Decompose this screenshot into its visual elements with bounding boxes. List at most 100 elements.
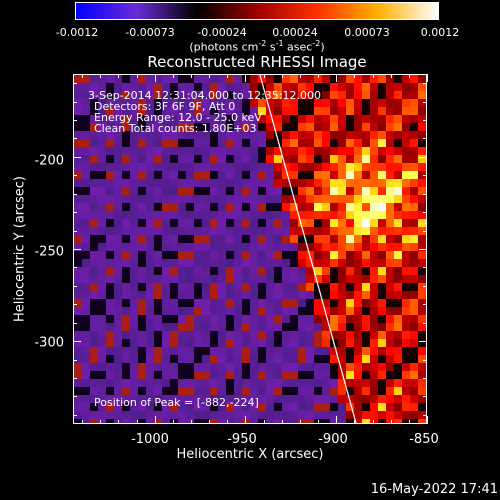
image-pixel (154, 99, 162, 107)
image-pixel (186, 403, 194, 411)
image-pixel (170, 323, 178, 331)
image-pixel (170, 347, 178, 355)
image-pixel (298, 323, 306, 331)
image-pixel (282, 331, 290, 339)
image-pixel (178, 99, 186, 107)
image-pixel (218, 363, 226, 371)
image-pixel (74, 283, 82, 291)
y-tick-label: -300 (34, 335, 64, 351)
image-pixel (314, 299, 322, 307)
image-pixel (370, 299, 378, 307)
image-pixel (178, 91, 186, 99)
image-pixel (122, 315, 130, 323)
image-pixel (82, 227, 90, 235)
image-pixel (386, 211, 394, 219)
image-pixel (194, 419, 202, 423)
image-pixel (402, 123, 410, 131)
image-pixel (170, 107, 178, 115)
image-pixel (138, 379, 146, 387)
image-pixel (418, 251, 426, 259)
image-pixel (266, 371, 274, 379)
image-pixel (290, 339, 298, 347)
image-pixel (74, 139, 82, 147)
image-pixel (402, 363, 410, 371)
image-pixel (178, 355, 186, 363)
image-pixel (154, 155, 162, 163)
image-pixel (130, 275, 138, 283)
image-pixel (234, 219, 242, 227)
image-pixel (234, 259, 242, 267)
image-pixel (82, 419, 90, 423)
image-pixel (138, 219, 146, 227)
image-pixel (266, 187, 274, 195)
image-pixel (330, 211, 338, 219)
image-pixel (298, 131, 306, 139)
image-pixel (258, 83, 266, 91)
image-pixel (322, 131, 330, 139)
image-pixel (82, 203, 90, 211)
image-pixel (314, 147, 322, 155)
image-pixel (298, 355, 306, 363)
image-pixel (386, 163, 394, 171)
image-pixel (90, 403, 98, 411)
axis-tick-mark (73, 138, 77, 140)
image-pixel (90, 251, 98, 259)
image-pixel (122, 91, 130, 99)
image-pixel (418, 339, 426, 347)
image-pixel (338, 163, 346, 171)
image-pixel (210, 291, 218, 299)
image-pixel (210, 203, 218, 211)
image-pixel (90, 275, 98, 283)
image-pixel (362, 115, 370, 123)
image-pixel (218, 267, 226, 275)
image-pixel (314, 371, 322, 379)
image-pixel (130, 379, 138, 387)
image-pixel (258, 363, 266, 371)
image-pixel (186, 331, 194, 339)
image-pixel (418, 155, 426, 163)
axis-tick-mark (372, 74, 374, 78)
rhessi-image-map (74, 75, 426, 423)
image-pixel (82, 355, 90, 363)
image-pixel (210, 131, 218, 139)
image-pixel (330, 83, 338, 91)
image-pixel (266, 419, 274, 423)
image-pixel (178, 115, 186, 123)
image-pixel (282, 75, 290, 83)
image-pixel (338, 75, 346, 83)
image-pixel (74, 379, 82, 387)
image-pixel (322, 315, 330, 323)
image-pixel (250, 267, 258, 275)
image-pixel (218, 139, 226, 147)
image-pixel (74, 291, 82, 299)
image-pixel (322, 339, 330, 347)
image-pixel (90, 235, 98, 243)
image-pixel (378, 107, 386, 115)
image-pixel (258, 291, 266, 299)
image-pixel (290, 203, 298, 211)
image-pixel (322, 299, 330, 307)
image-pixel (386, 347, 394, 355)
image-pixel (322, 323, 330, 331)
image-pixel (274, 371, 282, 379)
image-pixel (386, 227, 394, 235)
image-pixel (274, 99, 282, 107)
image-pixel (386, 123, 394, 131)
image-pixel (298, 203, 306, 211)
image-pixel (282, 107, 290, 115)
image-pixel (162, 299, 170, 307)
image-pixel (146, 123, 154, 131)
image-pixel (314, 323, 322, 331)
footer-date: 16-May-2022 17:41 (370, 482, 498, 497)
image-pixel (250, 331, 258, 339)
image-pixel (194, 91, 202, 99)
image-pixel (306, 235, 314, 243)
image-pixel (282, 323, 290, 331)
image-pixel (314, 315, 322, 323)
image-pixel (322, 171, 330, 179)
image-pixel (418, 211, 426, 219)
image-pixel (242, 171, 250, 179)
axis-tick-mark (191, 74, 192, 78)
image-pixel (370, 283, 378, 291)
image-pixel (314, 179, 322, 187)
